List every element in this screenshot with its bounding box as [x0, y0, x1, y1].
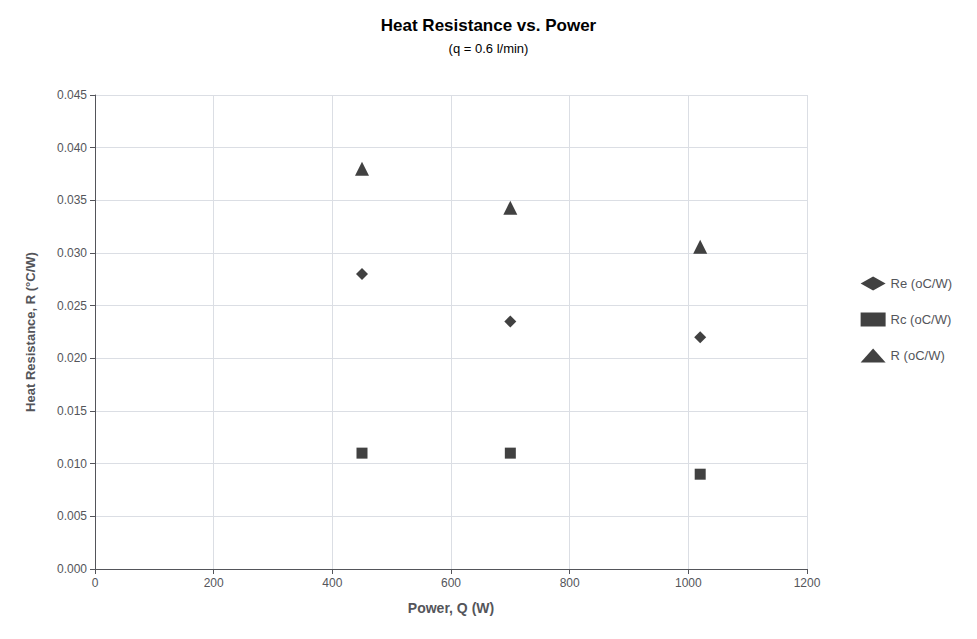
svg-text:0.040: 0.040	[57, 141, 87, 155]
svg-text:Re (oC/W): Re (oC/W)	[891, 276, 952, 291]
svg-text:400: 400	[322, 576, 342, 590]
svg-text:0.025: 0.025	[57, 299, 87, 313]
svg-text:1000: 1000	[675, 576, 702, 590]
svg-text:(q = 0.6 l/min): (q = 0.6 l/min)	[449, 41, 529, 56]
svg-text:0.030: 0.030	[57, 246, 87, 260]
svg-text:0.015: 0.015	[57, 404, 87, 418]
svg-text:800: 800	[560, 576, 580, 590]
svg-text:0.000: 0.000	[57, 562, 87, 576]
svg-text:0.005: 0.005	[57, 509, 87, 523]
svg-text:1200: 1200	[794, 576, 821, 590]
svg-text:0.035: 0.035	[57, 193, 87, 207]
svg-text:Heat Resistance vs. Power: Heat Resistance vs. Power	[381, 16, 597, 35]
svg-text:0.010: 0.010	[57, 457, 87, 471]
svg-text:200: 200	[204, 576, 224, 590]
svg-text:600: 600	[441, 576, 461, 590]
svg-text:Heat Resistance, R (°C/W): Heat Resistance, R (°C/W)	[23, 252, 38, 412]
svg-text:0.045: 0.045	[57, 88, 87, 102]
svg-text:0: 0	[92, 576, 99, 590]
svg-text:Power, Q (W): Power, Q (W)	[408, 600, 494, 616]
svg-text:R (oC/W): R (oC/W)	[891, 348, 945, 363]
svg-text:Rc (oC/W): Rc (oC/W)	[891, 312, 952, 327]
svg-text:0.020: 0.020	[57, 351, 87, 365]
